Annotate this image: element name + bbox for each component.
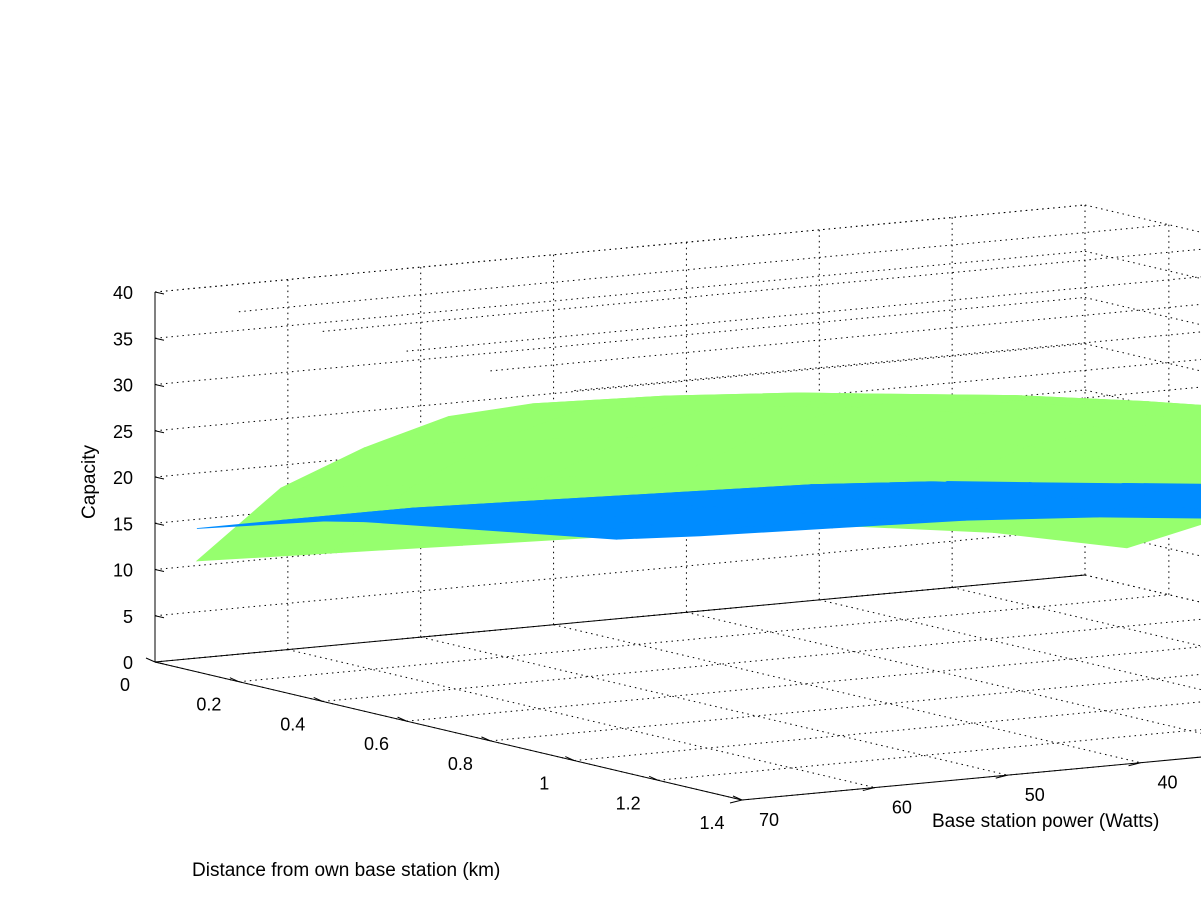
x-tick-label: 0.6 — [364, 734, 389, 754]
y-tick — [729, 799, 743, 804]
grid-line — [574, 701, 1201, 762]
grid-line — [490, 303, 1201, 372]
y-axis-line-left — [154, 574, 1086, 663]
grid-line — [819, 599, 1201, 691]
x-tick-label: 0.4 — [280, 714, 305, 734]
z-tick-label: 30 — [113, 376, 133, 396]
y-axis-line — [741, 756, 1201, 801]
x-tick-label: 0.2 — [196, 695, 221, 715]
y-tick-label: 60 — [892, 798, 912, 818]
z-tick-label: 15 — [113, 514, 133, 534]
grid-line — [238, 594, 1169, 683]
surface-layer — [195, 392, 1201, 562]
surface-patch — [1147, 401, 1201, 411]
grid-line — [553, 624, 1141, 764]
grid-line — [952, 586, 1201, 647]
z-tick — [154, 661, 165, 665]
x-tick — [397, 716, 407, 722]
grid-line — [287, 649, 875, 789]
z-tick — [154, 569, 165, 572]
y-tick-label: 40 — [1158, 773, 1178, 793]
grid-line — [154, 204, 1086, 293]
surface-patch — [616, 526, 833, 540]
grid-line — [1084, 574, 1201, 603]
y-axis-label: Base station power (Watts) — [932, 811, 1159, 832]
grid-line — [741, 756, 1201, 801]
grid-line — [322, 248, 1201, 332]
x-tick — [145, 657, 156, 663]
axis-layer: 00.20.40.60.811.21.401020304050607005101… — [113, 283, 1201, 833]
z-tick — [154, 337, 165, 341]
z-tick — [154, 522, 165, 526]
y-tick-label: 70 — [759, 810, 779, 830]
x-tick-label: 1.4 — [699, 813, 724, 833]
x-tick-label: 0.8 — [448, 754, 473, 774]
x-tick — [229, 677, 240, 683]
z-tick — [154, 430, 165, 434]
grid-line — [490, 673, 1201, 742]
z-axis-label: Capacity — [79, 445, 100, 519]
z-tick-label: 0 — [123, 653, 133, 673]
y-tick-label: 50 — [1025, 785, 1045, 805]
grid-line — [406, 646, 1201, 722]
x-tick — [732, 795, 743, 801]
x-tick-label: 1.2 — [616, 793, 641, 813]
grid-line — [686, 611, 1201, 734]
y-tick — [862, 787, 875, 792]
x-tick-label: 0 — [120, 675, 130, 695]
grid-line — [154, 204, 1086, 293]
z-tick — [154, 384, 165, 387]
grid-line — [154, 250, 1086, 339]
x-tick — [565, 756, 575, 762]
grid-line — [658, 729, 1201, 781]
grid-line — [238, 224, 1169, 313]
z-tick-label: 20 — [113, 468, 133, 488]
z-tick-label: 35 — [113, 329, 133, 349]
grid-line — [1084, 574, 1201, 603]
x-axis-label: Distance from own base station (km) — [192, 860, 500, 881]
z-tick-label: 25 — [113, 422, 133, 442]
x-tick-label: 1 — [539, 774, 549, 794]
x-axis-line — [154, 661, 743, 801]
y-tick — [1128, 762, 1141, 767]
x-tick — [481, 736, 491, 742]
y-tick — [995, 774, 1008, 779]
surface-patch — [616, 396, 833, 412]
z-tick-label: 10 — [113, 561, 133, 581]
z-tick-label: 40 — [113, 283, 133, 303]
grid-line — [574, 331, 1201, 392]
grid-line — [1084, 528, 1201, 557]
grid-line — [420, 636, 1008, 776]
grid-line — [406, 276, 1201, 352]
z-tick — [154, 476, 165, 480]
x-tick — [313, 696, 323, 702]
z-tick-label: 5 — [123, 607, 133, 627]
grid-line — [154, 297, 1086, 385]
surface-patch — [1161, 461, 1201, 481]
z-tick — [154, 291, 165, 295]
grid-line — [1084, 204, 1201, 233]
z-tick — [154, 615, 165, 619]
x-tick — [648, 775, 659, 781]
